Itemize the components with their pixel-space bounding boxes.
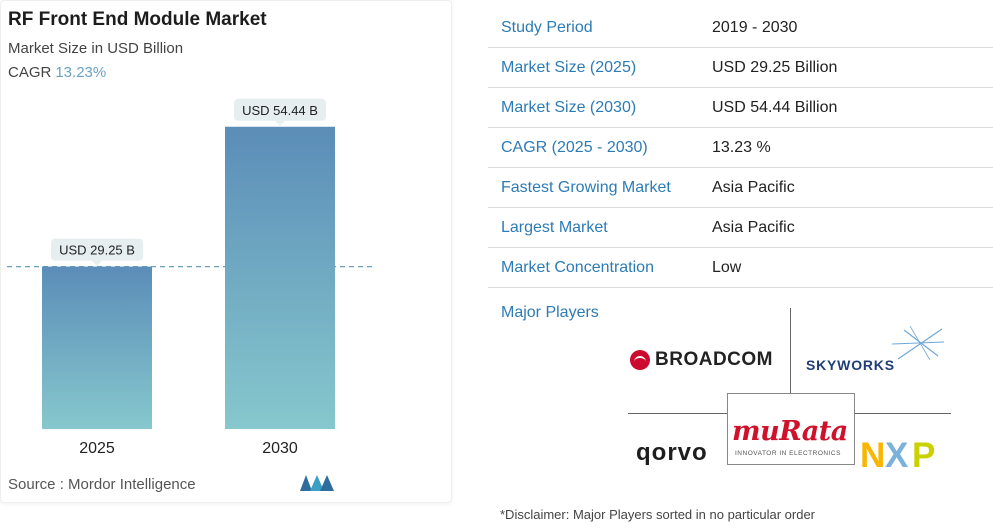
stat-value: Asia Pacific [712, 218, 795, 236]
murata-wordmark: muRata [732, 416, 848, 447]
x-tick-label: 2030 [262, 440, 298, 457]
cagr-value: 13.23% [55, 64, 107, 81]
data-label-bg [51, 238, 143, 261]
svg-text:P: P [912, 436, 935, 472]
mordor-logo-icon [300, 475, 334, 491]
broadcom-wordmark: BROADCOM [655, 349, 773, 370]
skyworks-star-icon [891, 326, 945, 360]
chart-panel: RF Front End Module Market Market Size i… [0, 0, 452, 503]
stat-row: Fastest Growing Market Asia Pacific [488, 168, 993, 208]
bar-2030 [225, 126, 335, 430]
players-divider-left [628, 413, 727, 414]
data-label-pointer [275, 120, 285, 126]
stat-value: USD 29.25 Billion [712, 58, 838, 76]
nxp-wordmark-icon: N X P [860, 436, 935, 475]
broadcom-icon [630, 350, 650, 370]
data-label-pointer [92, 260, 102, 266]
svg-text:N: N [860, 436, 885, 472]
disclaimer: *Disclaimer: Major Players sorted in no … [500, 507, 816, 522]
stat-label: Study Period [501, 18, 593, 36]
stat-row: Market Size (2025) USD 29.25 Billion [488, 48, 993, 88]
stat-row: CAGR (2025 - 2030) 13.23 % [488, 128, 993, 168]
chart-title: RF Front End Module Market [8, 9, 267, 30]
chart-subtitle: Market Size in USD Billion [8, 40, 184, 57]
stat-label: CAGR (2025 - 2030) [501, 138, 648, 156]
bar-chart: USD 29.25 B 2025 USD 54.44 B 2030 [7, 98, 373, 457]
stat-label: Largest Market [501, 218, 608, 236]
stat-label: Market Size (2030) [501, 98, 637, 116]
stat-label: Market Size (2025) [501, 58, 637, 76]
qorvo-logo: qorvo [636, 439, 708, 466]
skyworks-wordmark: SKYWORKS [806, 357, 895, 373]
cagr-label: CAGR [8, 64, 52, 81]
x-tick-label: 2025 [79, 440, 115, 457]
cagr-line: CAGR 13.23% [8, 64, 106, 81]
stat-row: Market Size (2030) USD 54.44 Billion [488, 88, 993, 128]
nxp-logo: N X P [860, 436, 946, 477]
data-label: USD 54.44 B [242, 103, 318, 118]
stat-value: 13.23 % [712, 138, 771, 156]
bar-2025 [42, 266, 152, 429]
skyworks-logo: SKYWORKS [806, 326, 946, 376]
broadcom-logo: BROADCOM [630, 349, 773, 371]
stat-value: 2019 - 2030 [712, 18, 798, 36]
svg-text:X: X [885, 436, 909, 472]
players-divider-right [855, 413, 951, 414]
data-label-bg [234, 98, 326, 121]
stat-row: Market Concentration Low [488, 248, 993, 288]
stat-value: Low [712, 258, 742, 276]
stat-label: Fastest Growing Market [501, 178, 671, 196]
major-players-heading: Major Players [501, 304, 599, 321]
data-label: USD 29.25 B [59, 243, 135, 258]
stat-row: Largest Market Asia Pacific [488, 208, 993, 248]
stats-table: Study Period 2019 - 2030 Market Size (20… [488, 8, 993, 288]
players-divider-vertical [790, 308, 791, 393]
murata-logo: muRata INNOVATOR IN ELECTRONICS [727, 393, 855, 465]
stat-value: USD 54.44 Billion [712, 98, 838, 116]
stat-row: Study Period 2019 - 2030 [488, 8, 993, 48]
stat-label: Market Concentration [501, 258, 654, 276]
stat-value: Asia Pacific [712, 178, 795, 196]
murata-tagline: INNOVATOR IN ELECTRONICS [735, 450, 841, 457]
source-note: Source : Mordor Intelligence [8, 476, 196, 493]
